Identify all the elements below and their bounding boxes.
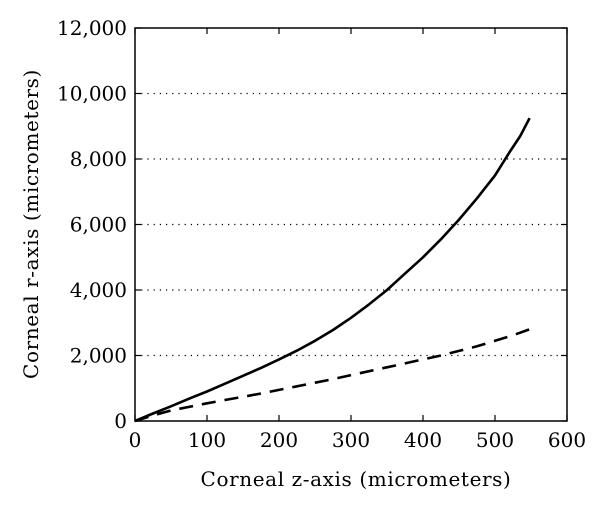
y-tick-label: 12,000 [57, 16, 127, 40]
series-layer [134, 117, 531, 423]
y-tick-label: 2,000 [70, 344, 127, 368]
x-tick-label: 200 [260, 428, 298, 452]
y-tick-label: 0 [114, 409, 127, 433]
y-tick-label: 6,000 [70, 213, 127, 237]
x-tick-label: 600 [548, 428, 586, 452]
y-tick-label: 4,000 [70, 278, 127, 302]
y-tick-label: 8,000 [70, 147, 127, 171]
ticks [134, 27, 568, 422]
x-tick-label: 400 [404, 428, 442, 452]
x-tick-label: 300 [332, 428, 370, 452]
x-tick-labels: 0 100 200 300 400 500 600 [129, 428, 586, 452]
y-tick-label: 10,000 [57, 82, 127, 106]
y-axis-label: Corneal r-axis (micrometers) [19, 69, 43, 379]
y-tick-labels: 0 2,000 4,000 6,000 8,000 10,000 12,000 [57, 16, 127, 433]
x-tick-label: 0 [129, 428, 142, 452]
series-line-solid [134, 117, 531, 423]
x-tick-label: 500 [476, 428, 514, 452]
x-tick-label: 100 [188, 428, 226, 452]
x-axis-label: Corneal z-axis (micrometers) [201, 467, 512, 491]
grid [135, 92, 567, 357]
